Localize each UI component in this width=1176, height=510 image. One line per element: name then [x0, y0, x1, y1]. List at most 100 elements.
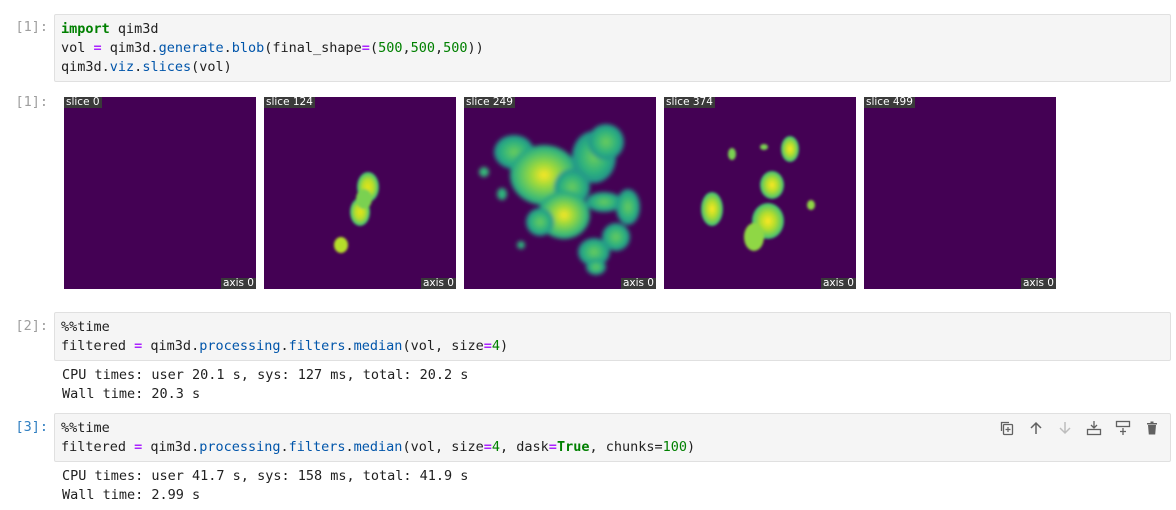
- slice-label: slice 499: [864, 97, 915, 108]
- code-token: viz: [109, 59, 135, 75]
- code-token: (vol): [191, 59, 232, 75]
- cell-2-output: CPU times: user 20.1 s, sys: 127 ms, tot…: [62, 366, 468, 403]
- code-token: ,: [402, 40, 411, 56]
- cell-2-code[interactable]: %%time filtered = qim3d.processing.filter…: [61, 318, 508, 356]
- code-token: =: [361, 40, 370, 56]
- output-line: CPU times: user 41.7 s, sys: 158 ms, tot…: [62, 468, 469, 484]
- code-token: =: [93, 40, 102, 56]
- code-token: filters: [288, 439, 346, 455]
- code-token: 500: [410, 40, 435, 56]
- code-token: filtered: [61, 338, 135, 354]
- code-token: True: [556, 439, 590, 455]
- slice-label: slice 374: [664, 97, 715, 108]
- code-token: generate: [158, 40, 224, 56]
- code-token: median: [353, 338, 403, 354]
- insert-below-icon[interactable]: [1113, 420, 1133, 436]
- output-line: Wall time: 2.99 s: [62, 486, 201, 503]
- axis-label: axis 0: [420, 277, 456, 289]
- code-token: processing: [199, 439, 281, 455]
- code-token: =: [483, 338, 492, 354]
- code-token: processing: [199, 338, 281, 354]
- code-line: filtered = qim3d.processing.filters.medi…: [61, 337, 508, 356]
- code-token: .: [280, 439, 289, 455]
- cell-toolbar: [997, 420, 1162, 436]
- cell-1-code[interactable]: import qim3d vol = qim3d.generate.blob(fi…: [61, 20, 484, 77]
- slice-0-image: [64, 97, 256, 289]
- code-token: , dask: [500, 439, 549, 455]
- slice-panel-0: slice 0 axis 0: [64, 97, 256, 289]
- code-token: qim3d: [109, 21, 159, 37]
- code-token: =: [483, 439, 492, 455]
- code-token: =: [654, 439, 663, 455]
- code-token: slices: [142, 59, 192, 75]
- insert-above-icon[interactable]: [1084, 420, 1104, 436]
- code-token: %%time: [61, 420, 110, 436]
- code-token: )): [467, 40, 484, 56]
- axis-label: axis 0: [1020, 277, 1056, 289]
- code-token: (final_shape: [264, 40, 362, 56]
- slice-panel-499: slice 499 axis 0: [864, 97, 1056, 289]
- code-token: blob: [231, 40, 265, 56]
- code-token: qim3d.: [101, 40, 159, 56]
- slice-panel-374: slice 374 axis 0: [664, 97, 856, 289]
- slice-label: slice 249: [464, 97, 515, 108]
- code-token: (vol, size: [402, 439, 484, 455]
- code-token: ): [500, 338, 509, 354]
- delete-icon[interactable]: [1142, 420, 1162, 436]
- slice-label: slice 124: [264, 97, 315, 108]
- output-line: CPU times: user 20.1 s, sys: 127 ms, tot…: [62, 367, 469, 383]
- code-token: (: [369, 40, 379, 56]
- code-token: filters: [288, 338, 346, 354]
- slice-374-image: [701, 136, 815, 251]
- slice-499-image: [864, 97, 1056, 289]
- code-token: =: [134, 338, 143, 354]
- move-up-icon[interactable]: [1026, 420, 1046, 436]
- code-token: 4: [491, 439, 501, 455]
- code-token: ,: [435, 40, 444, 56]
- slice-249-image: [479, 124, 640, 275]
- axis-label: axis 0: [220, 277, 256, 289]
- code-token: median: [353, 439, 403, 455]
- code-token: vol: [61, 40, 94, 56]
- code-token: 500: [443, 40, 468, 56]
- code-token: 4: [491, 338, 501, 354]
- code-line: filtered = qim3d.processing.filters.medi…: [61, 438, 695, 457]
- code-token: %%time: [61, 319, 110, 335]
- code-token: =: [134, 439, 143, 455]
- output-1-prompt: [1]:: [15, 94, 48, 110]
- cell-3-input[interactable]: %%time filtered = qim3d.processing.filter…: [54, 413, 1171, 462]
- code-token: 500: [378, 40, 403, 56]
- code-token: ): [687, 439, 696, 455]
- cell-3-code[interactable]: %%time filtered = qim3d.processing.filter…: [61, 419, 695, 457]
- code-token: qim3d.: [61, 59, 110, 75]
- slice-panel-124: slice 124 axis 0: [264, 97, 456, 289]
- code-line: import qim3d: [61, 20, 484, 39]
- cell-2-input[interactable]: %%time filtered = qim3d.processing.filter…: [54, 312, 1171, 361]
- axis-label: axis 0: [820, 277, 856, 289]
- code-token: qim3d.: [142, 338, 200, 354]
- code-token: .: [345, 439, 354, 455]
- cell-1-prompt: [1]:: [15, 19, 48, 35]
- code-token: .: [223, 40, 232, 56]
- move-down-icon[interactable]: [1055, 420, 1075, 436]
- slice-panel-249: slice 249 axis 0: [464, 97, 656, 289]
- slice-124-image: [334, 172, 379, 253]
- code-token: , chunks: [589, 439, 655, 455]
- code-token: import: [61, 21, 110, 37]
- code-line: vol = qim3d.generate.blob(final_shape=(5…: [61, 39, 484, 58]
- code-token: filtered: [61, 439, 135, 455]
- code-token: .: [345, 338, 354, 354]
- cell-2-prompt: [2]:: [15, 318, 48, 334]
- code-token: qim3d.: [142, 439, 200, 455]
- cell-3-prompt: [3]:: [15, 419, 48, 435]
- duplicate-icon[interactable]: [997, 420, 1017, 436]
- code-line: %%time: [61, 419, 695, 438]
- code-token: =: [548, 439, 557, 455]
- cell-3-output: CPU times: user 41.7 s, sys: 158 ms, tot…: [62, 467, 468, 504]
- cell-1-input[interactable]: import qim3d vol = qim3d.generate.blob(fi…: [54, 14, 1171, 82]
- axis-label: axis 0: [620, 277, 656, 289]
- code-token: .: [134, 59, 143, 75]
- code-token: .: [280, 338, 289, 354]
- output-line: Wall time: 20.3 s: [62, 385, 201, 402]
- slice-label: slice 0: [64, 97, 102, 108]
